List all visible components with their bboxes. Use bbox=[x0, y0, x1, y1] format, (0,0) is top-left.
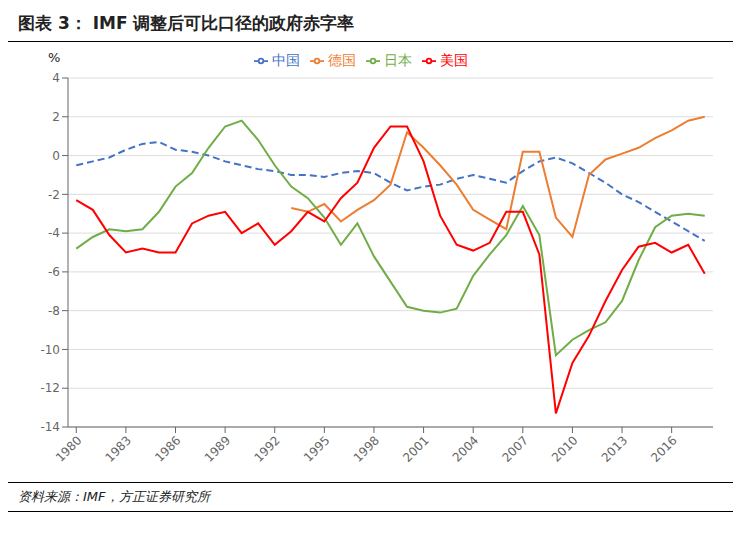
svg-text:2001: 2001 bbox=[400, 433, 431, 464]
svg-text:1998: 1998 bbox=[351, 433, 382, 464]
svg-text:-2: -2 bbox=[48, 188, 60, 202]
svg-text:2: 2 bbox=[52, 110, 60, 124]
svg-text:-10: -10 bbox=[40, 343, 60, 357]
svg-text:2013: 2013 bbox=[599, 433, 630, 464]
html-text:日本: 日本 bbox=[383, 52, 412, 68]
svg-text:1995: 1995 bbox=[301, 433, 332, 464]
svg-text:-12: -12 bbox=[40, 381, 60, 395]
html-text:德国: 德国 bbox=[327, 52, 356, 68]
html-text:中国: 中国 bbox=[271, 52, 300, 68]
svg-text:1992: 1992 bbox=[251, 433, 282, 464]
svg-text:4: 4 bbox=[52, 71, 60, 85]
svg-text:-4: -4 bbox=[48, 226, 60, 240]
svg-text:2016: 2016 bbox=[648, 433, 679, 464]
html-text:资料来源：IMF，方正证券研究所: 资料来源：IMF，方正证券研究所 bbox=[18, 489, 210, 504]
html-text:美国: 美国 bbox=[439, 52, 468, 68]
svg-text:1983: 1983 bbox=[103, 433, 134, 464]
svg-text:2004: 2004 bbox=[450, 433, 481, 464]
svg-text:2007: 2007 bbox=[499, 433, 530, 464]
svg-text:1980: 1980 bbox=[53, 433, 84, 464]
svg-text:1986: 1986 bbox=[152, 433, 183, 464]
svg-text:-8: -8 bbox=[48, 304, 60, 318]
svg-text:-14: -14 bbox=[40, 420, 60, 434]
svg-text:1989: 1989 bbox=[202, 433, 233, 464]
svg-text:2010: 2010 bbox=[549, 433, 580, 464]
html-text:图表 3： IMF 调整后可比口径的政府赤字率: 图表 3： IMF 调整后可比口径的政府赤字率 bbox=[18, 13, 355, 33]
svg-text:0: 0 bbox=[52, 149, 60, 163]
svg-text:-6: -6 bbox=[48, 265, 60, 279]
